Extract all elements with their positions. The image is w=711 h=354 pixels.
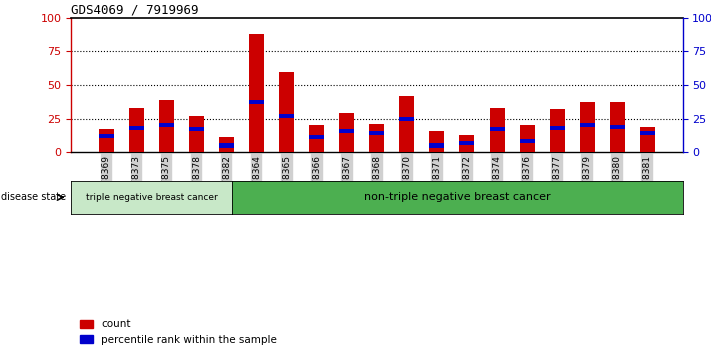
Bar (400, 116, 415, 121)
Bar (610, 102, 625, 152)
Bar (309, 136, 324, 139)
Bar (159, 123, 174, 127)
Bar (400, 96, 415, 152)
Text: GDS4069 / 7919969: GDS4069 / 7919969 (71, 4, 198, 17)
Bar (339, 113, 354, 152)
Bar (369, 131, 385, 136)
Bar (159, 100, 174, 152)
Bar (550, 109, 565, 152)
Bar (579, 102, 594, 152)
Bar (369, 124, 385, 152)
Bar (309, 125, 324, 152)
Bar (219, 137, 234, 152)
Legend: count, percentile rank within the sample: count, percentile rank within the sample (76, 315, 282, 349)
Text: non-triple negative breast cancer: non-triple negative breast cancer (364, 192, 550, 202)
Bar (640, 127, 655, 152)
Bar (279, 114, 294, 118)
Bar (249, 34, 264, 152)
Bar (429, 131, 444, 152)
Text: disease state: disease state (1, 192, 66, 202)
Bar (520, 125, 535, 152)
Bar (550, 126, 565, 130)
Bar (459, 141, 474, 145)
Bar (489, 108, 505, 152)
Bar (99, 134, 114, 138)
Bar (189, 116, 204, 152)
Bar (489, 127, 505, 131)
Bar (429, 143, 444, 148)
Bar (610, 125, 625, 129)
Bar (520, 139, 535, 143)
Bar (249, 101, 264, 104)
Bar (339, 129, 354, 133)
Bar (219, 143, 234, 148)
Bar (129, 126, 144, 130)
Bar (459, 135, 474, 152)
Bar (579, 123, 594, 127)
Bar (99, 129, 114, 152)
Bar (189, 127, 204, 131)
Bar (279, 72, 294, 152)
Bar (640, 131, 655, 136)
Bar (129, 108, 144, 152)
Text: triple negative breast cancer: triple negative breast cancer (86, 193, 218, 202)
